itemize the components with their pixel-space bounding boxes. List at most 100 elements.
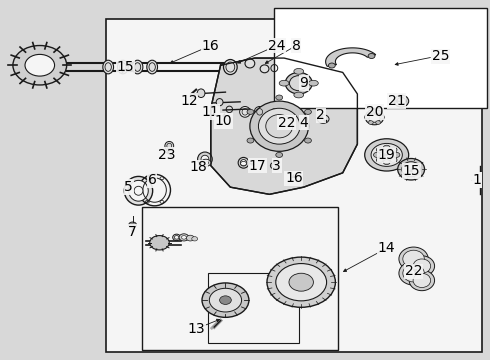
Circle shape: [129, 222, 137, 228]
Ellipse shape: [365, 110, 384, 125]
Bar: [208, 273, 299, 343]
Circle shape: [13, 45, 67, 85]
Circle shape: [390, 157, 397, 162]
Ellipse shape: [240, 107, 250, 117]
Ellipse shape: [403, 250, 424, 267]
Text: 11: 11: [202, 105, 220, 119]
Circle shape: [376, 157, 383, 162]
Ellipse shape: [254, 107, 265, 117]
Text: 17: 17: [248, 159, 266, 173]
Ellipse shape: [402, 162, 420, 177]
Circle shape: [328, 63, 335, 68]
Ellipse shape: [269, 107, 280, 117]
Polygon shape: [326, 48, 376, 66]
Text: 12: 12: [180, 94, 197, 108]
Ellipse shape: [409, 256, 435, 276]
Circle shape: [247, 109, 254, 114]
Text: 23: 23: [158, 148, 175, 162]
Ellipse shape: [134, 186, 143, 195]
Ellipse shape: [270, 162, 278, 169]
Text: 25: 25: [432, 49, 449, 63]
Ellipse shape: [223, 59, 237, 75]
Text: 24: 24: [268, 39, 286, 53]
Circle shape: [365, 116, 369, 119]
Text: 3: 3: [272, 159, 281, 173]
Ellipse shape: [132, 60, 143, 74]
Text: 15: 15: [402, 164, 420, 178]
Bar: [106, 19, 482, 352]
Circle shape: [376, 121, 381, 124]
Text: 18: 18: [190, 161, 207, 175]
Circle shape: [203, 161, 208, 165]
Text: 21: 21: [388, 94, 405, 108]
Ellipse shape: [290, 76, 308, 91]
Text: 4: 4: [299, 116, 308, 130]
Text: 9: 9: [299, 76, 308, 90]
Circle shape: [276, 152, 283, 157]
Circle shape: [368, 121, 373, 124]
Circle shape: [383, 159, 390, 165]
Circle shape: [276, 95, 283, 100]
Ellipse shape: [397, 98, 406, 105]
Ellipse shape: [201, 155, 209, 163]
Text: 20: 20: [366, 105, 383, 119]
Ellipse shape: [272, 164, 276, 167]
Ellipse shape: [394, 95, 409, 107]
Ellipse shape: [124, 176, 153, 205]
Ellipse shape: [245, 59, 255, 68]
Text: 13: 13: [187, 322, 205, 336]
Text: 6: 6: [147, 173, 157, 187]
Circle shape: [393, 152, 400, 157]
Circle shape: [276, 264, 327, 301]
Circle shape: [150, 235, 169, 250]
Circle shape: [390, 147, 397, 152]
Text: 2: 2: [317, 108, 325, 122]
Circle shape: [368, 54, 375, 59]
Ellipse shape: [172, 234, 180, 240]
Circle shape: [376, 147, 383, 152]
Ellipse shape: [403, 265, 424, 282]
Circle shape: [267, 257, 335, 307]
Circle shape: [383, 145, 390, 150]
Circle shape: [202, 283, 249, 318]
Ellipse shape: [294, 92, 304, 98]
Text: 10: 10: [214, 114, 232, 128]
Circle shape: [289, 273, 314, 291]
Ellipse shape: [216, 99, 223, 106]
Circle shape: [179, 234, 189, 241]
Circle shape: [376, 110, 381, 114]
Ellipse shape: [165, 141, 173, 150]
Circle shape: [201, 159, 211, 166]
Ellipse shape: [399, 247, 428, 271]
Circle shape: [186, 235, 194, 241]
Text: 7: 7: [128, 225, 137, 239]
Polygon shape: [211, 58, 357, 194]
Circle shape: [241, 161, 246, 166]
Ellipse shape: [174, 235, 179, 239]
Ellipse shape: [285, 72, 312, 94]
Circle shape: [368, 110, 373, 114]
Ellipse shape: [103, 60, 114, 74]
Ellipse shape: [241, 159, 246, 166]
Ellipse shape: [294, 68, 304, 74]
Circle shape: [220, 296, 231, 305]
Ellipse shape: [409, 270, 435, 291]
Text: 14: 14: [378, 241, 395, 255]
Circle shape: [247, 138, 254, 143]
Circle shape: [305, 138, 312, 143]
Ellipse shape: [129, 180, 148, 201]
Circle shape: [371, 143, 402, 166]
Ellipse shape: [399, 261, 428, 285]
Ellipse shape: [147, 60, 158, 74]
Ellipse shape: [368, 112, 381, 122]
Ellipse shape: [118, 60, 128, 74]
Bar: [274, 8, 487, 108]
Text: 1: 1: [473, 173, 482, 187]
Circle shape: [209, 288, 242, 312]
Text: 22: 22: [405, 265, 422, 278]
Ellipse shape: [398, 158, 424, 180]
Circle shape: [181, 235, 186, 239]
Bar: [143, 207, 338, 350]
Ellipse shape: [309, 80, 318, 86]
Circle shape: [192, 237, 197, 241]
